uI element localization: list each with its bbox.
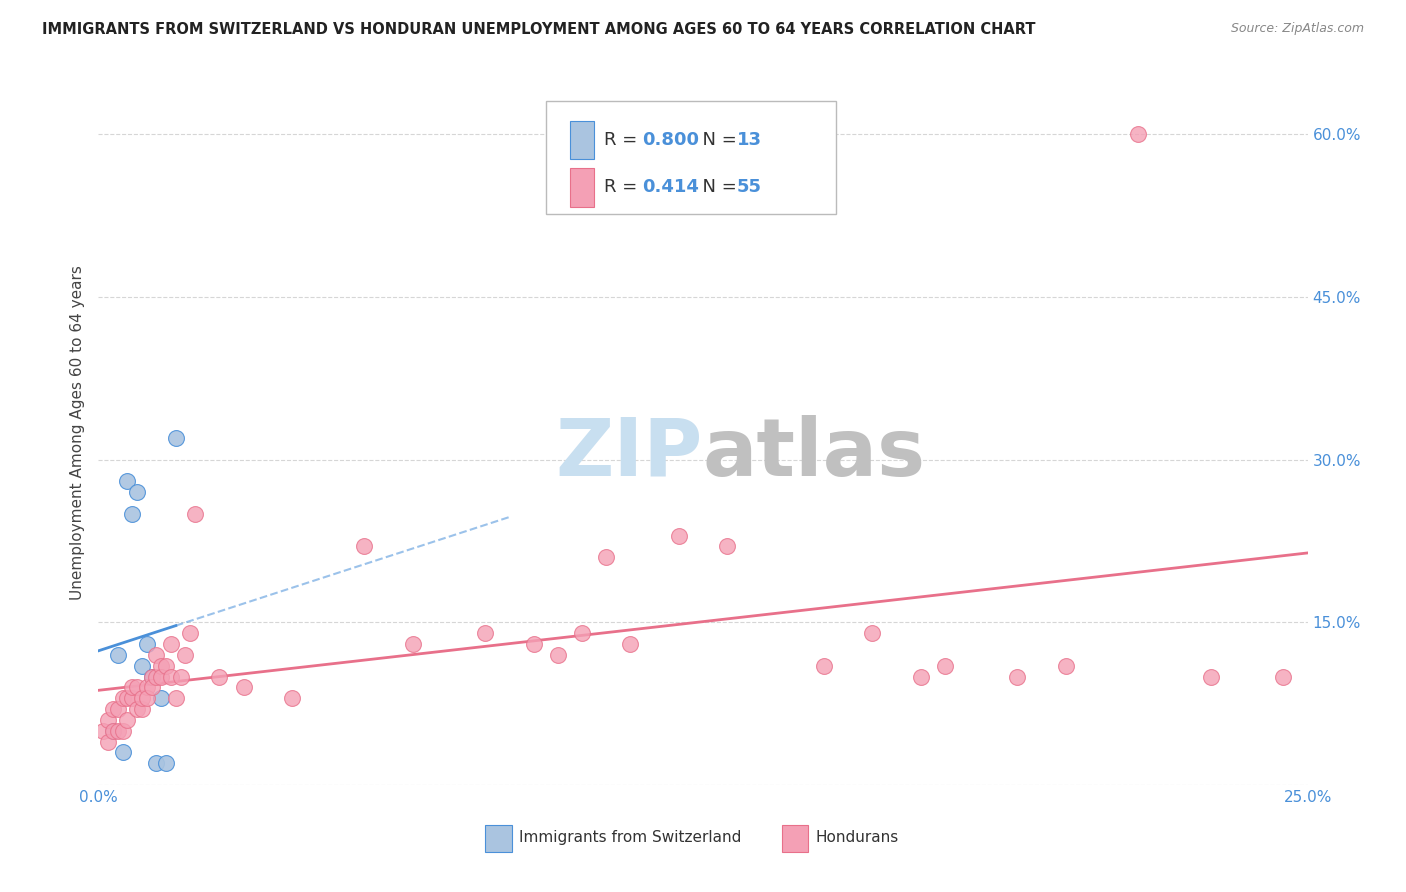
Point (353, 540, 375, 554)
Text: 0.800: 0.800 (643, 131, 700, 149)
Point (131, 691, 153, 706)
Point (150, 669, 173, 683)
Point (1199, 669, 1222, 683)
Point (160, 637, 183, 651)
Point (135, 637, 157, 651)
Point (150, 691, 173, 706)
Point (595, 550, 617, 565)
Point (111, 746, 134, 760)
Point (107, 723, 129, 738)
Point (184, 507, 207, 521)
Text: atlas: atlas (703, 415, 927, 492)
Point (281, 691, 304, 706)
Point (813, 658, 835, 673)
Point (107, 648, 129, 662)
Point (111, 691, 134, 706)
Point (117, 475, 139, 489)
Point (107, 702, 129, 716)
Bar (485, 825, 512, 852)
Point (668, 528, 690, 542)
Point (165, 431, 187, 445)
Point (150, 658, 173, 673)
Point (97, 713, 120, 727)
Point (174, 648, 197, 662)
Point (160, 669, 183, 683)
Point (101, 723, 124, 738)
Point (127, 681, 149, 695)
Point (117, 691, 139, 706)
Bar (569, 120, 595, 160)
Point (1128, 128, 1150, 142)
Point (1272, 669, 1295, 683)
Point (547, 648, 569, 662)
Point (145, 648, 167, 662)
Point (155, 658, 177, 673)
Point (232, 681, 254, 695)
Point (934, 658, 956, 673)
Point (474, 626, 496, 640)
Text: 13: 13 (737, 131, 762, 149)
Point (179, 626, 201, 640)
Point (402, 637, 425, 651)
Point (131, 702, 153, 716)
Point (1007, 669, 1029, 683)
Text: 55: 55 (737, 178, 762, 196)
Point (155, 756, 177, 771)
Point (619, 637, 641, 651)
Text: ZIP: ZIP (555, 415, 703, 492)
Point (91, 723, 114, 738)
Text: Hondurans: Hondurans (815, 830, 898, 846)
Point (101, 723, 124, 738)
Point (141, 669, 163, 683)
Text: Source: ZipAtlas.com: Source: ZipAtlas.com (1230, 22, 1364, 36)
Point (135, 681, 157, 695)
Point (145, 756, 167, 771)
Text: R =: R = (603, 178, 643, 196)
FancyBboxPatch shape (546, 102, 837, 214)
Point (121, 507, 143, 521)
Point (716, 540, 738, 554)
Point (145, 669, 167, 683)
Point (208, 669, 231, 683)
Text: N =: N = (690, 131, 742, 149)
Point (165, 691, 187, 706)
Y-axis label: Unemployment Among Ages 60 to 64 years: Unemployment Among Ages 60 to 64 years (69, 265, 84, 600)
Text: 0.414: 0.414 (643, 178, 699, 196)
Point (571, 626, 593, 640)
Point (141, 681, 163, 695)
Bar (569, 168, 595, 207)
Point (121, 691, 143, 706)
Point (169, 669, 191, 683)
Text: R =: R = (603, 131, 643, 149)
Point (141, 669, 163, 683)
Point (127, 485, 149, 500)
Point (523, 637, 546, 651)
Text: N =: N = (690, 178, 742, 196)
Point (910, 669, 932, 683)
Text: IMMIGRANTS FROM SWITZERLAND VS HONDURAN UNEMPLOYMENT AMONG AGES 60 TO 64 YEARS C: IMMIGRANTS FROM SWITZERLAND VS HONDURAN … (42, 22, 1036, 37)
Point (127, 702, 149, 716)
Text: Immigrants from Switzerland: Immigrants from Switzerland (519, 830, 741, 846)
Point (101, 702, 124, 716)
Point (135, 691, 157, 706)
Point (131, 658, 153, 673)
Bar (782, 825, 808, 852)
Point (860, 626, 883, 640)
Point (121, 681, 143, 695)
Point (1054, 658, 1077, 673)
Point (97, 734, 120, 748)
Point (111, 723, 134, 738)
Point (117, 713, 139, 727)
